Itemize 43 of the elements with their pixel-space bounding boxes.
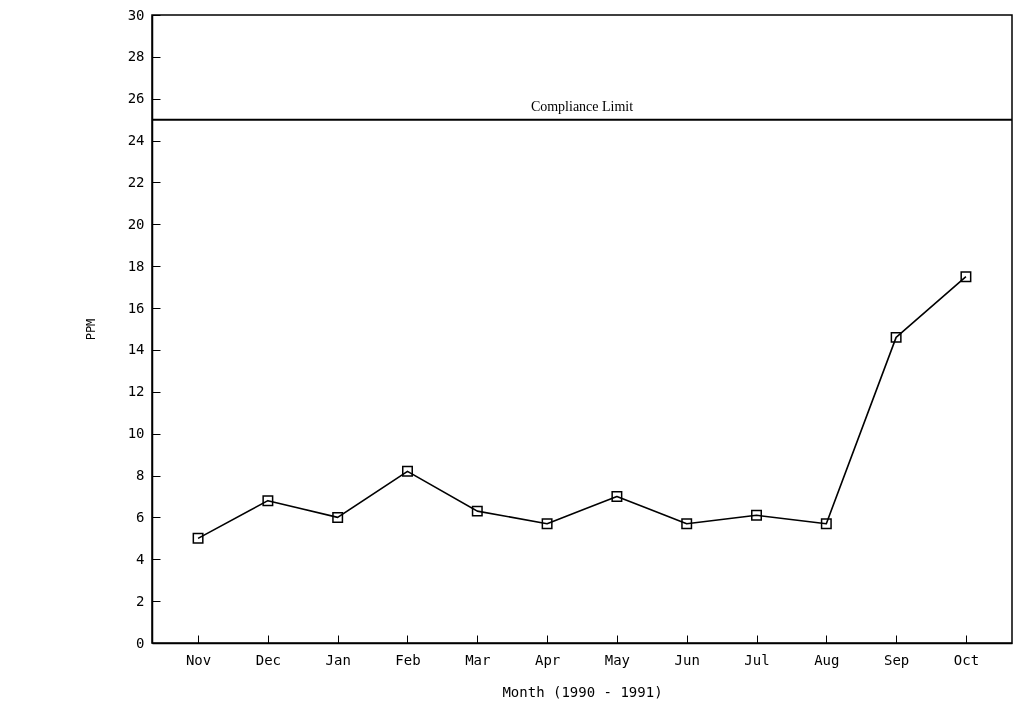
x-tick-label: Jun [674,651,700,668]
point [332,511,344,523]
y-tick-label: 26 [127,90,145,107]
x-tick-label: Jan [325,651,351,668]
y-tick-label: 2 [136,592,145,609]
y-tick-label: 8 [136,467,145,484]
y-tick-label: 14 [127,341,145,358]
point [401,465,413,477]
x-tick-label: Aug [814,651,840,668]
y-tick-label: 4 [136,550,145,567]
y-tick-label: 30 [127,6,145,23]
y-tick-label: 0 [136,634,145,651]
point [611,490,623,502]
point [890,331,902,343]
point [681,518,693,530]
y-tick-label: 16 [127,299,145,316]
point [541,518,553,530]
y-tick-label: 28 [127,48,145,65]
y-tick-label: 18 [127,257,145,274]
x-tick-label: Dec [255,651,282,668]
x-axis-title: Month (1990 - 1991) [502,683,663,700]
y-tick-label: 22 [127,173,145,190]
point [751,509,763,521]
point [262,495,274,507]
x-tick-label: May [604,651,631,668]
x-tick-label: Sep [883,651,910,668]
point [192,532,204,544]
y-axis-title: PPM [83,318,98,341]
y-tick-label: 20 [127,215,145,232]
x-tick-label: Apr [534,651,561,668]
point [820,518,832,530]
x-tick-label: Feb [395,651,421,668]
x-tick-label: Mar [465,651,491,668]
x-tick-label: Nov [185,651,212,668]
y-tick-label: 6 [136,508,145,525]
y-tick-label: 12 [127,383,145,400]
y-tick-label: 10 [127,425,145,442]
point [471,505,483,517]
x-tick-label: Jul [744,651,770,668]
y-tick-label: 24 [127,132,145,149]
point [960,271,972,283]
ref-line-label: Compliance Limit [530,98,634,114]
x-tick-label: Oct [953,651,980,668]
